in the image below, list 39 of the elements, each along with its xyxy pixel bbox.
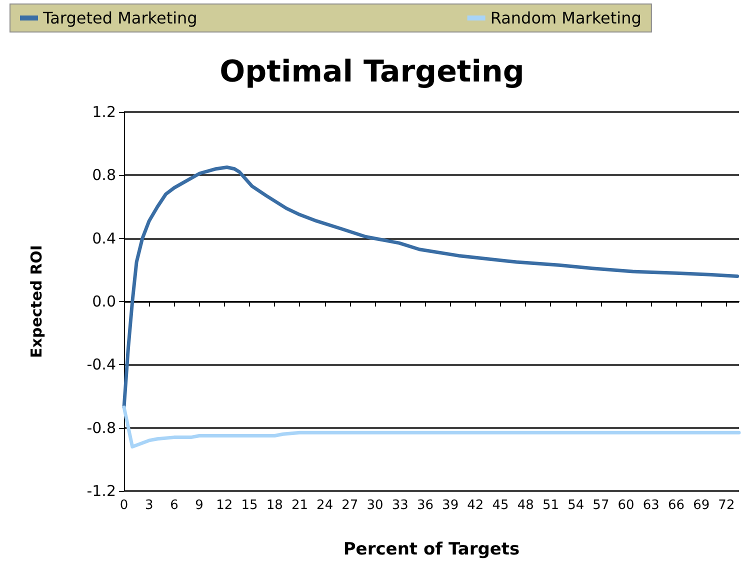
y-tick-label: 0.0 <box>92 292 116 310</box>
chart-title: Optimal Targeting <box>220 54 524 90</box>
x-tick-label: 60 <box>618 498 634 513</box>
legend-label: Random Marketing <box>490 8 642 28</box>
x-tick-label: 42 <box>467 498 484 513</box>
x-tick-label: 69 <box>693 498 710 513</box>
x-tick-label: 63 <box>642 498 660 513</box>
x-tick-label: 54 <box>568 498 584 513</box>
x-tick-label: 24 <box>316 498 334 513</box>
x-tick-label: 48 <box>517 498 534 513</box>
y-tick-label: 0.8 <box>92 166 116 184</box>
y-tick-label: 0.4 <box>92 229 116 248</box>
x-tick-label: 18 <box>266 498 283 513</box>
x-axis-title: Percent of Targets <box>343 540 520 560</box>
x-tick-label: 66 <box>668 498 685 513</box>
legend-label: Targeted Marketing <box>42 8 198 28</box>
y-tick-label: -0.8 <box>86 418 116 437</box>
line-series <box>122 406 741 449</box>
x-tick-label: 27 <box>342 498 358 513</box>
x-tick-label: 6 <box>170 498 178 513</box>
y-tick-label: 1.2 <box>92 103 116 121</box>
x-tick-label: 9 <box>195 498 204 513</box>
x-tick-label: 30 <box>366 498 384 513</box>
x-tick-label: 45 <box>492 498 509 513</box>
x-tick-label: 15 <box>241 498 258 513</box>
line-series <box>122 166 740 410</box>
x-tick-label: 51 <box>542 498 560 513</box>
x-tick-label: 36 <box>416 498 434 513</box>
x-tick-label: 39 <box>442 498 459 513</box>
y-tick-label: -0.4 <box>86 356 116 374</box>
x-tick-label: 57 <box>592 498 610 513</box>
x-tick-label: 72 <box>718 498 735 513</box>
x-tick-label: 0 <box>120 498 128 513</box>
x-tick-label: 21 <box>291 498 308 513</box>
x-tick-label: 33 <box>392 498 408 513</box>
y-axis-title: Expected ROI <box>28 245 46 358</box>
x-tick-label: 12 <box>216 498 233 513</box>
x-tick-label: 3 <box>144 498 154 513</box>
y-tick-label: -1.2 <box>86 482 116 500</box>
